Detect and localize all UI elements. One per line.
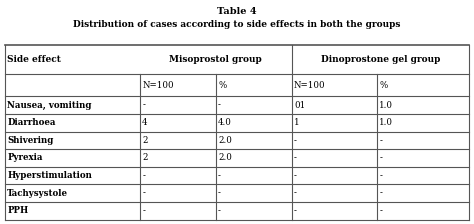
Text: N=100: N=100 <box>294 81 326 90</box>
Text: -: - <box>379 171 382 180</box>
Text: Pyrexia: Pyrexia <box>7 153 43 162</box>
Text: 2.0: 2.0 <box>218 153 232 162</box>
Text: 01: 01 <box>294 101 305 110</box>
Text: 2.0: 2.0 <box>218 136 232 145</box>
Text: Shivering: Shivering <box>7 136 54 145</box>
Text: 4.0: 4.0 <box>218 118 232 127</box>
Text: 1: 1 <box>294 118 300 127</box>
Text: Table 4: Table 4 <box>217 7 257 16</box>
Text: %: % <box>379 81 387 90</box>
Text: Nausea, vomiting: Nausea, vomiting <box>7 101 91 110</box>
Text: %: % <box>218 81 226 90</box>
Text: 2: 2 <box>142 153 148 162</box>
Text: -: - <box>218 206 221 215</box>
Text: Diarrhoea: Diarrhoea <box>7 118 55 127</box>
Text: -: - <box>218 101 221 110</box>
Text: -: - <box>379 189 382 198</box>
Text: -: - <box>294 153 297 162</box>
Text: -: - <box>379 153 382 162</box>
Text: -: - <box>294 206 297 215</box>
Text: -: - <box>379 206 382 215</box>
Text: -: - <box>142 171 145 180</box>
Text: Hyperstimulation: Hyperstimulation <box>7 171 92 180</box>
Text: -: - <box>218 171 221 180</box>
Text: 2: 2 <box>142 136 148 145</box>
Text: Distribution of cases according to side effects in both the groups: Distribution of cases according to side … <box>73 20 401 29</box>
Text: -: - <box>218 189 221 198</box>
Text: -: - <box>294 171 297 180</box>
Text: Misoprostol group: Misoprostol group <box>169 55 262 64</box>
Text: -: - <box>294 136 297 145</box>
Text: Side effect: Side effect <box>7 55 61 64</box>
Text: 1.0: 1.0 <box>379 118 393 127</box>
Text: PPH: PPH <box>7 206 28 215</box>
Text: Tachysystole: Tachysystole <box>7 189 68 198</box>
Text: -: - <box>142 189 145 198</box>
Text: -: - <box>142 206 145 215</box>
Text: 1.0: 1.0 <box>379 101 393 110</box>
Text: N=100: N=100 <box>142 81 174 90</box>
Text: -: - <box>379 136 382 145</box>
Text: Dinoprostone gel group: Dinoprostone gel group <box>321 55 440 64</box>
Text: -: - <box>294 189 297 198</box>
Text: -: - <box>142 101 145 110</box>
Text: 4: 4 <box>142 118 148 127</box>
